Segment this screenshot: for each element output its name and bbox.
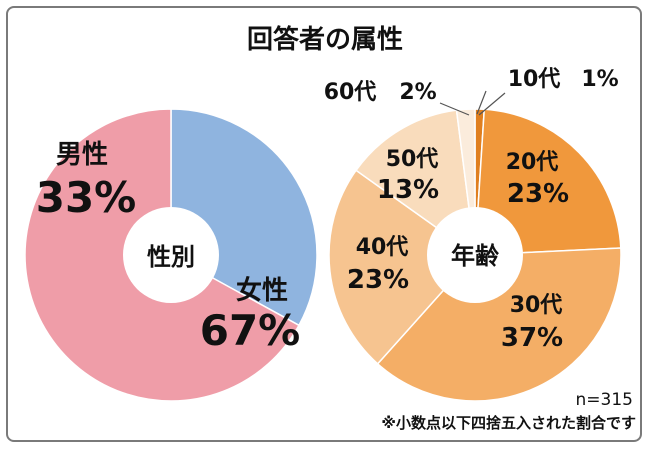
leader-line-10s-b bbox=[476, 90, 487, 115]
age-pie-slice-3 bbox=[376, 247, 622, 402]
footnote: ※小数点以下四捨五入された割合です bbox=[381, 414, 636, 432]
label-age-20s-category: 20代 bbox=[506, 150, 559, 175]
label-male-category: 男性 bbox=[56, 140, 108, 170]
leader-line-10s bbox=[478, 92, 506, 116]
age-pie-center-hole bbox=[427, 207, 523, 303]
label-age-10s-value: 1% bbox=[581, 67, 618, 92]
label-age-40s-value: 23% bbox=[347, 265, 409, 295]
gender-pie bbox=[24, 108, 318, 402]
label-age-40s-category: 40代 bbox=[356, 235, 409, 260]
label-female-value: 67% bbox=[200, 306, 301, 355]
label-age-20s-value: 23% bbox=[507, 179, 569, 209]
gender-pie-center-hole bbox=[123, 207, 219, 303]
age-pie bbox=[328, 108, 622, 402]
age-pie-slice-4 bbox=[328, 169, 477, 365]
leader-line-60s bbox=[439, 102, 470, 116]
label-age-10s-category: 10代 bbox=[508, 67, 561, 92]
age-pie-slice-2 bbox=[474, 108, 622, 256]
age-center-label: 年齢 bbox=[451, 242, 500, 270]
label-age-60s-category: 60代 bbox=[324, 80, 377, 105]
label-age-30s-category: 30代 bbox=[510, 293, 563, 318]
label-age-30s-value: 37% bbox=[501, 323, 563, 353]
gender-center-label: 性別 bbox=[147, 243, 195, 271]
label-female-category: 女性 bbox=[236, 275, 288, 306]
label-age-60s-value: 2% bbox=[399, 80, 436, 105]
label-age-50s-value: 13% bbox=[377, 175, 439, 205]
chart-title: 回答者の属性 bbox=[247, 24, 403, 55]
label-male-value: 33% bbox=[36, 173, 137, 222]
label-age-50s-category: 50代 bbox=[386, 147, 439, 172]
sample-size: n=315 bbox=[576, 390, 633, 410]
